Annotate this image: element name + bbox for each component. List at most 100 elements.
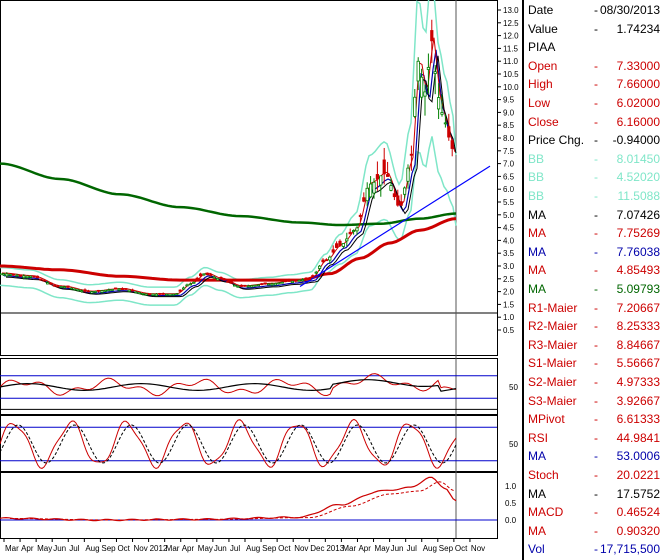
candle-body bbox=[171, 293, 175, 296]
legend-label: Value bbox=[528, 21, 558, 36]
legend-value: 0.90320 bbox=[616, 523, 660, 538]
price-tick-label: 5.0 bbox=[503, 211, 515, 220]
chart-area[interactable]: 13.0 12.5 12.0 11.5 11.0 10.5 10.0 9.5 9.0 8.5 8.0… bbox=[0, 0, 522, 560]
candle-body bbox=[372, 181, 376, 194]
legend-dash: - bbox=[594, 449, 598, 464]
candle-body bbox=[134, 291, 138, 294]
candle-body bbox=[324, 259, 329, 262]
time-tick-label: Sep bbox=[101, 544, 116, 553]
legend-label: MA bbox=[528, 207, 546, 222]
candle-body bbox=[192, 281, 196, 284]
candle-body bbox=[0, 273, 2, 276]
stoch-ma-line bbox=[0, 424, 457, 464]
legend-dash: - bbox=[594, 430, 598, 445]
legend-dash: - bbox=[594, 189, 598, 203]
candle-body bbox=[8, 273, 12, 276]
candle-body bbox=[76, 289, 80, 292]
price-tick-label: 13.0 bbox=[503, 6, 519, 15]
price-tick-label: 4.0 bbox=[503, 236, 515, 245]
stoch-panel-frame bbox=[0, 415, 498, 472]
ma-short-red bbox=[1, 37, 456, 295]
price-tick-label: 10.5 bbox=[503, 70, 519, 79]
candle-body bbox=[205, 273, 209, 276]
candle-body bbox=[399, 201, 403, 206]
legend-dash: - bbox=[594, 375, 598, 389]
candle-body bbox=[311, 275, 315, 278]
legend-value: 8.84667 bbox=[616, 337, 660, 352]
price-tick-label: 6.0 bbox=[503, 185, 515, 194]
legend-dash: - bbox=[594, 523, 598, 538]
candle-body bbox=[15, 274, 19, 277]
candle-body bbox=[243, 284, 247, 287]
legend-label: Stoch bbox=[528, 468, 559, 482]
candle-body bbox=[280, 281, 284, 284]
candle-body bbox=[66, 285, 70, 288]
legend-label: MA bbox=[528, 263, 546, 278]
legend-label: MA bbox=[528, 486, 546, 501]
candle-body bbox=[389, 185, 393, 191]
legend-label: BB bbox=[528, 151, 545, 166]
candle-body bbox=[416, 60, 420, 82]
legend-row: PIAA bbox=[528, 38, 660, 56]
candle-body bbox=[256, 284, 261, 287]
candle-body bbox=[178, 289, 182, 292]
legend-value: 3.92667 bbox=[616, 393, 660, 408]
legend-row: MACD - 0.46524 bbox=[528, 503, 660, 521]
legend-label: Open bbox=[528, 58, 558, 73]
price-tick-label: 9.0 bbox=[503, 108, 515, 117]
price-chart[interactable]: 13.0 12.5 12.0 11.5 11.0 10.5 10.0 9.5 9.0 8.5 8.0… bbox=[0, 0, 522, 560]
candle-body bbox=[117, 288, 121, 291]
legend-row: MA - 5.09793 bbox=[528, 280, 660, 298]
legend-row: MA - 53.0006 bbox=[528, 447, 660, 465]
legend-value: 17,715,500 bbox=[599, 542, 660, 557]
legend-label: BB bbox=[528, 170, 545, 185]
candle-body bbox=[18, 274, 23, 277]
legend-value: 7.33000 bbox=[616, 58, 660, 73]
legend-row: Vol -17,715,500 bbox=[528, 540, 660, 558]
time-tick-label: Dec bbox=[310, 544, 324, 553]
candle-body bbox=[331, 249, 335, 253]
legend-dash: - bbox=[594, 263, 598, 278]
price-tick-label: 1.0 bbox=[503, 313, 515, 322]
legend-value: 4.97333 bbox=[616, 375, 660, 389]
legend-dash: - bbox=[594, 412, 598, 427]
time-tick-label: Mar bbox=[342, 544, 356, 553]
candle-body bbox=[222, 278, 226, 281]
legend-row: RSI - 44.9841 bbox=[528, 429, 660, 447]
legend-value: 6.02000 bbox=[616, 96, 660, 110]
legend-value: 7.07426 bbox=[616, 207, 660, 222]
candle-body bbox=[321, 259, 325, 263]
candle-body bbox=[368, 183, 373, 198]
legend-dash: - bbox=[594, 226, 598, 241]
legend-value: 20.0221 bbox=[616, 468, 660, 482]
candle-body bbox=[297, 279, 301, 282]
legend-row: R2-Maier - 8.25333 bbox=[528, 317, 660, 335]
legend-label: MPivot bbox=[528, 412, 565, 427]
price-tick-label: 2.0 bbox=[503, 288, 515, 297]
candle-body bbox=[307, 278, 312, 280]
trend-line bbox=[299, 165, 491, 287]
candle-body bbox=[232, 284, 237, 287]
candle-body bbox=[413, 96, 417, 117]
legend-dash: - bbox=[594, 207, 598, 222]
price-tick-label: 9.5 bbox=[503, 96, 515, 105]
time-tick-label: May bbox=[375, 544, 390, 553]
candle-body bbox=[181, 287, 186, 290]
candle-body bbox=[63, 286, 67, 289]
candle-body bbox=[375, 174, 380, 180]
legend-value: 7.20667 bbox=[616, 300, 660, 315]
legend-label: Close bbox=[528, 114, 559, 129]
candle-body bbox=[341, 243, 346, 247]
candle-body bbox=[239, 284, 243, 287]
candle-body bbox=[287, 279, 291, 282]
candle-body bbox=[130, 289, 135, 292]
legend-label: Date bbox=[528, 3, 554, 17]
legend-dash: - bbox=[594, 319, 598, 334]
macd-tick-label: 1.0 bbox=[505, 482, 517, 491]
legend-label: High bbox=[528, 77, 553, 92]
time-tick-label: Nov bbox=[294, 544, 308, 553]
price-tick-label: 8.5 bbox=[503, 121, 515, 130]
candle-body bbox=[345, 238, 349, 242]
candle-body bbox=[175, 293, 179, 296]
legend-label: S2-Maier bbox=[528, 375, 577, 389]
